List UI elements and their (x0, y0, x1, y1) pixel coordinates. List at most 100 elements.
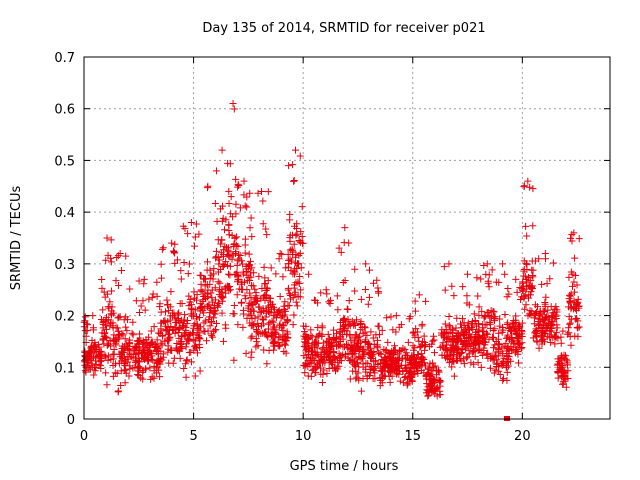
data-point (281, 333, 289, 341)
data-point (229, 310, 237, 318)
data-point (480, 261, 488, 269)
data-point (248, 332, 256, 340)
data-point (396, 377, 404, 385)
data-point (241, 249, 249, 257)
data-point (471, 352, 479, 360)
data-point (483, 329, 491, 337)
data-point (352, 375, 360, 383)
data-point (235, 251, 243, 259)
data-point (217, 240, 225, 248)
data-point (235, 255, 243, 263)
data-point (485, 271, 493, 279)
data-point (519, 286, 527, 294)
data-point (177, 267, 185, 275)
data-point (150, 374, 158, 382)
data-point (264, 333, 272, 341)
data-point (414, 351, 422, 359)
data-point (543, 280, 551, 288)
data-point (242, 349, 250, 357)
data-point-peak (524, 177, 532, 185)
data-point (284, 284, 292, 292)
data-point (310, 356, 318, 364)
data-point (191, 341, 199, 349)
data-point (211, 284, 219, 292)
data-point (457, 324, 465, 332)
data-point (337, 248, 345, 256)
data-point (246, 257, 254, 265)
data-point (258, 315, 266, 323)
data-point (504, 331, 512, 339)
data-point (190, 288, 198, 296)
data-point (209, 298, 217, 306)
data-point (498, 344, 506, 352)
data-point (391, 362, 399, 370)
data-point (180, 322, 188, 330)
data-point (91, 367, 99, 375)
data-point (197, 280, 205, 288)
data-point (226, 286, 234, 294)
data-point (137, 302, 145, 310)
data-point (122, 252, 130, 260)
data-point (219, 263, 227, 271)
y-axis-label: SRMTID / TECUs (9, 186, 24, 291)
data-point (459, 355, 467, 363)
data-point (365, 293, 373, 301)
data-point (517, 296, 525, 304)
data-point (196, 367, 204, 375)
data-point (542, 315, 550, 323)
data-point (352, 354, 360, 362)
data-point (541, 329, 549, 337)
data-point (136, 330, 144, 338)
data-point (489, 333, 497, 341)
data-point (263, 360, 271, 368)
data-point (232, 200, 240, 208)
data-point (271, 342, 279, 350)
data-point (298, 233, 306, 241)
data-point (141, 355, 149, 363)
data-point (465, 337, 473, 345)
data-point (167, 346, 175, 354)
data-point (215, 260, 223, 268)
data-point (479, 337, 487, 345)
data-point (557, 339, 565, 347)
data-point (145, 346, 153, 354)
data-point (355, 348, 363, 356)
data-point (382, 347, 390, 355)
data-point (247, 214, 255, 222)
data-point (125, 342, 133, 350)
data-point (200, 327, 208, 335)
data-point (123, 327, 131, 335)
data-point (149, 290, 157, 298)
data-point (194, 332, 202, 340)
data-point (323, 290, 331, 298)
data-point-peak (483, 260, 491, 268)
data-point (447, 351, 455, 359)
data-point (95, 351, 103, 359)
data-point (297, 228, 305, 236)
data-point (297, 264, 305, 272)
data-point (289, 293, 297, 301)
data-point (237, 299, 245, 307)
data-point (418, 353, 426, 361)
data-point (320, 366, 328, 374)
data-point (272, 270, 280, 278)
data-point (518, 319, 526, 327)
data-point (483, 330, 491, 338)
data-point (338, 331, 346, 339)
data-point (406, 312, 414, 320)
data-point (212, 319, 220, 327)
data-point (419, 337, 427, 345)
data-point (535, 255, 543, 263)
data-point (431, 362, 439, 370)
data-point (566, 333, 574, 341)
data-point (473, 274, 481, 282)
data-point (352, 367, 360, 375)
data-point (135, 277, 143, 285)
data-point (289, 231, 297, 239)
data-point (418, 361, 426, 369)
data-point (285, 302, 293, 310)
data-point (517, 345, 525, 353)
data-point (438, 342, 446, 350)
data-point (434, 376, 442, 384)
